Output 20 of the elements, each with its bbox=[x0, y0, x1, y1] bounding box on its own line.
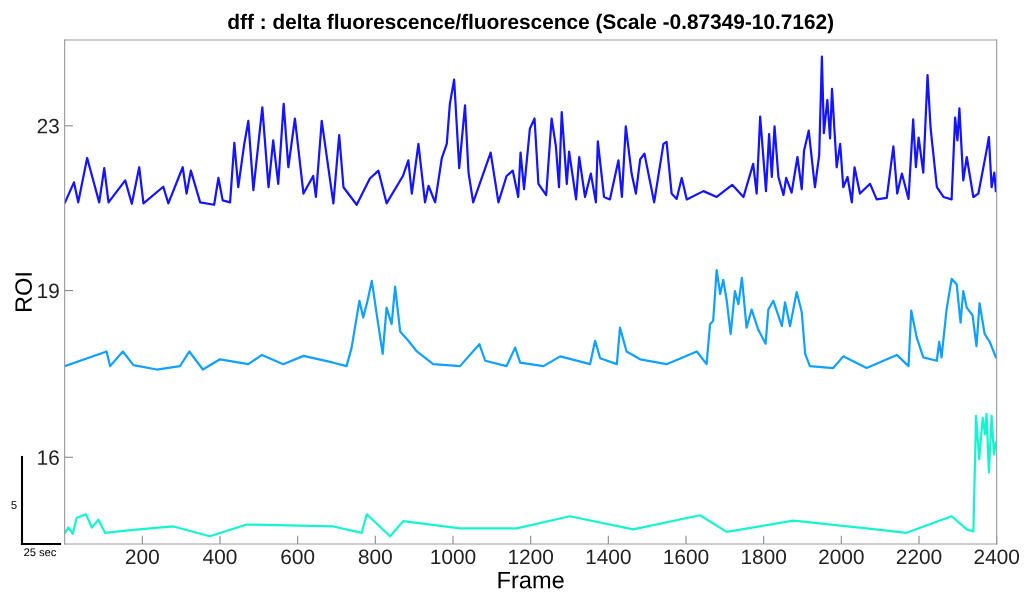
text: 19 bbox=[38, 283, 59, 299]
x-tick-label: 800 bbox=[358, 549, 392, 565]
text: 25 sec bbox=[24, 548, 57, 557]
x-axis-title: Frame bbox=[498, 571, 564, 589]
x-tick-label: 2200 bbox=[896, 549, 942, 565]
series-label: 23 bbox=[37, 118, 59, 134]
chart-title: dff : delta fluorescence/fluorescence (Scale -0.87349-10.7162) bbox=[228, 13, 834, 34]
x-tick-label: 2400 bbox=[974, 549, 1020, 565]
x-tick-label: 1800 bbox=[742, 549, 787, 565]
x-tick-label: 1000 bbox=[431, 549, 476, 565]
y-axis-title: ROI bbox=[15, 273, 32, 312]
x-tick-label: 2000 bbox=[819, 549, 864, 565]
text: 5 bbox=[11, 501, 17, 509]
x-tick-label: 1400 bbox=[586, 549, 631, 565]
x-tick-label: 1200 bbox=[509, 549, 554, 565]
x-tick-label: 200 bbox=[125, 549, 159, 565]
text: 16 bbox=[38, 450, 59, 466]
x-tick-label: 600 bbox=[281, 549, 315, 565]
x-tick-label: 400 bbox=[203, 549, 237, 565]
x-tick-label: 1600 bbox=[664, 549, 709, 565]
